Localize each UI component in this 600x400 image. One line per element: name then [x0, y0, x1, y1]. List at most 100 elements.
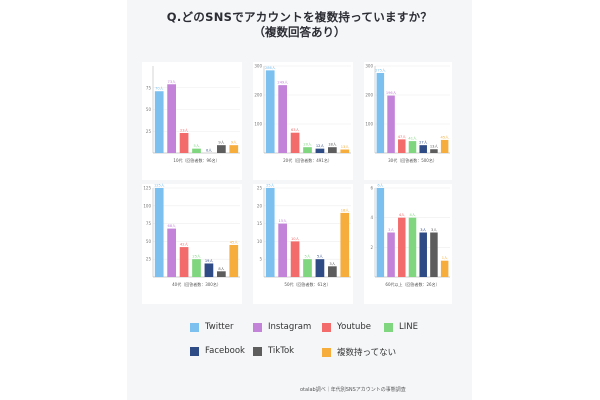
bar-value-label: 70人	[155, 86, 164, 91]
bar-2-7	[340, 149, 350, 153]
legend-item-no-multiple: 複数持ってない	[322, 346, 396, 358]
bar-value-label: 196人	[386, 90, 397, 95]
bar-2-5	[315, 148, 325, 153]
bar-3-1	[376, 72, 385, 153]
bar-value-label: 6人	[377, 183, 383, 188]
bar-1-3	[179, 132, 189, 153]
bar-4-3	[179, 247, 189, 277]
bar-value-label: 4人	[399, 212, 405, 217]
bar-2-6	[328, 147, 337, 153]
bar-value-label: 125人	[154, 183, 165, 188]
y-tick-label: 25	[257, 186, 263, 191]
y-tick-label: 75	[146, 221, 152, 226]
legend-label-youtube: Youtube	[337, 322, 371, 332]
bar-6-3	[398, 217, 406, 277]
bar-value-label: 45人	[230, 239, 239, 244]
bar-value-label: 15人	[279, 218, 288, 223]
bar-value-label: 9人	[231, 140, 237, 145]
x-axis-label: 10代（回答者数：96名）	[173, 157, 219, 163]
legend-item-tiktok: TikTok	[253, 346, 294, 356]
bar-value-label: 13人	[430, 144, 439, 149]
bar-value-label: 4人	[410, 212, 416, 217]
bar-4-1	[154, 188, 164, 277]
bar-5-6	[328, 266, 337, 277]
bar-4-5	[204, 263, 214, 277]
chart-title: Q.どのSNSでアカウントを複数持っていますか？	[166, 10, 433, 24]
bar-value-label: 41人	[408, 136, 417, 141]
bar-value-label: 8人	[218, 266, 224, 271]
legend-label-no-multiple: 複数持ってない	[337, 348, 397, 358]
bar-value-label: 5人	[305, 254, 311, 259]
bar-5-1	[265, 188, 275, 277]
bar-value-label: 25人	[266, 183, 275, 188]
bar-value-label: 1人	[442, 255, 448, 260]
bar-6-1	[376, 188, 385, 277]
y-tick-label: 300	[254, 64, 262, 69]
bar-value-label: 5人	[194, 143, 200, 148]
bar-5-7	[340, 212, 350, 277]
y-tick-label: 100	[365, 122, 373, 127]
bar-value-label: 3人	[388, 227, 394, 232]
bar-value-label: 73人	[168, 79, 177, 84]
legend-item-twitter: Twitter	[190, 322, 234, 332]
bar-4-2	[167, 228, 176, 277]
y-tick-label: 100	[254, 122, 262, 127]
y-tick-label: 15	[257, 221, 263, 226]
x-axis-label: 50代（回答者数：61名）	[284, 281, 330, 287]
bar-value-label: 5人	[317, 254, 323, 259]
source-footer: otalab調べ｜年代別SNSアカウントの事態調査	[300, 387, 406, 393]
legend-label-tiktok: TikTok	[268, 346, 295, 356]
legend-swatch-line	[384, 322, 393, 332]
bar-2-3	[290, 132, 300, 153]
bar-3-6	[430, 149, 438, 153]
bar-3-2	[387, 95, 395, 153]
bar-value-label: 275人	[375, 67, 386, 72]
y-tick-label: 50	[146, 239, 152, 244]
y-tick-label: 5	[259, 257, 262, 262]
legend-label-instagram: Instagram	[268, 322, 312, 332]
bar-5-2	[278, 223, 287, 277]
bar-value-label: 18人	[328, 142, 337, 147]
bar-value-label: 12人	[316, 143, 325, 148]
bar-1-4	[192, 148, 201, 153]
bar-1-7	[229, 145, 239, 153]
legend-swatch-twitter	[190, 322, 199, 332]
y-tick-label: 2	[370, 245, 373, 250]
bar-6-2	[387, 232, 395, 277]
legend-swatch-instagram	[253, 322, 262, 332]
bar-3-7	[440, 139, 449, 153]
bar-2-4	[303, 147, 312, 153]
bar-value-label: 19人	[205, 258, 214, 263]
legend-swatch-youtube	[322, 322, 331, 332]
y-tick-label: 200	[365, 93, 373, 98]
y-tick-label: 25	[146, 257, 152, 262]
bar-value-label: 20人	[303, 142, 312, 147]
legend-item-youtube: Youtube	[322, 322, 371, 332]
bar-value-label: 23人	[180, 127, 189, 132]
legend-swatch-no-multiple	[322, 347, 331, 357]
bar-2-2	[278, 85, 287, 153]
bar-6-5	[419, 232, 427, 277]
bar-value-label: 45人	[441, 134, 450, 139]
bar-3-3	[398, 139, 406, 153]
y-tick-label: 100	[143, 203, 151, 208]
y-tick-label: 10	[257, 239, 263, 244]
y-tick-label: 50	[146, 107, 152, 112]
y-tick-label: 75	[146, 85, 152, 90]
bar-value-label: 3人	[329, 261, 335, 266]
y-tick-label: 125	[143, 186, 151, 191]
bar-value-label: 42人	[180, 242, 189, 247]
bar-value-label: 68人	[168, 223, 177, 228]
bar-3-4	[408, 141, 417, 153]
bar-5-3	[290, 241, 300, 277]
chart-subtitle: （複数回答あり）	[253, 25, 346, 39]
y-tick-label: 4	[370, 215, 373, 220]
bar-1-2	[167, 84, 176, 153]
bar-value-label: 47人	[398, 134, 407, 139]
bar-3-5	[419, 145, 427, 153]
bar-4-7	[229, 244, 239, 277]
legend-item-instagram: Instagram	[253, 322, 311, 332]
x-axis-label: 30代（回答者数：500名）	[388, 157, 437, 163]
bar-value-label: 13人	[341, 144, 350, 149]
